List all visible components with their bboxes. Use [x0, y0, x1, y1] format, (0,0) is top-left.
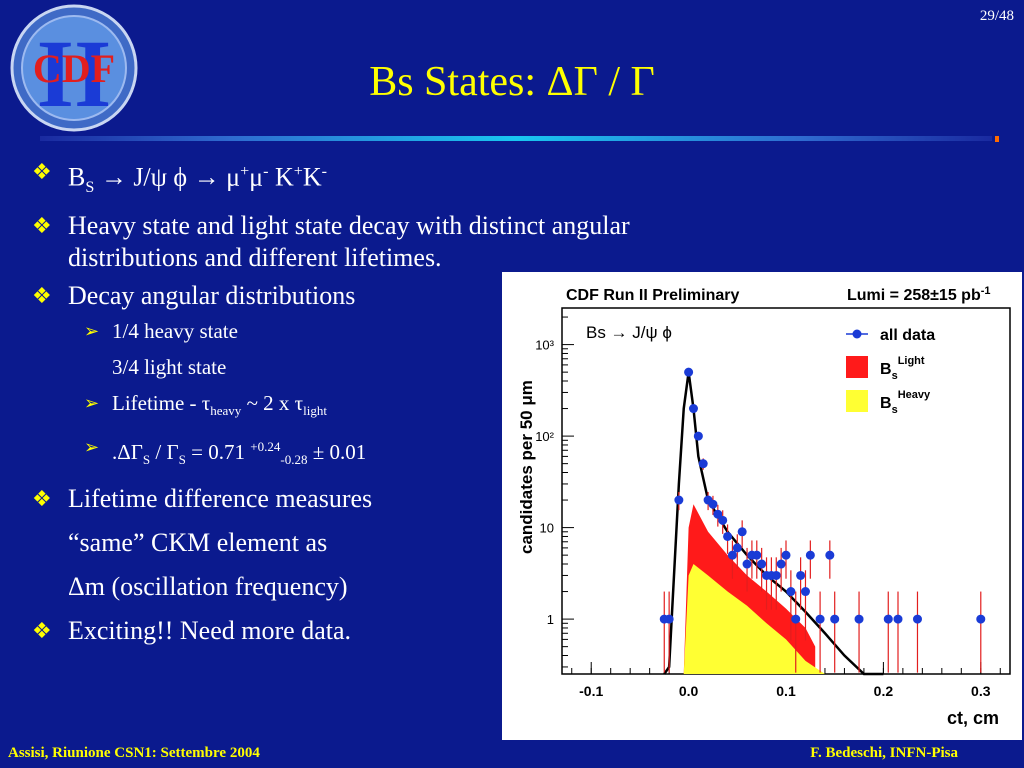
data-point: [781, 550, 791, 560]
x-tick-label: 0.3: [971, 683, 991, 699]
data-point: [698, 459, 708, 469]
y-tick-label: 10³: [535, 338, 554, 353]
data-point: [791, 614, 801, 624]
footer-event: Assisi, Riunione CSN1: Settembre 2004: [8, 745, 260, 761]
title-rule: [40, 136, 992, 141]
bullet-angular: ❖ Decay angular distributions: [32, 280, 356, 310]
data-point: [757, 559, 767, 569]
data-point: [688, 404, 698, 414]
data-point: [713, 509, 723, 519]
bullet-exciting: ❖ Exciting!! Need more data.: [32, 616, 351, 646]
data-point: [771, 570, 781, 580]
data-point: [708, 499, 718, 509]
x-axis-label: ct, cm: [947, 708, 999, 728]
data-point: [664, 614, 674, 624]
bullet-lifetime-diff: ❖ Lifetime difference measures: [32, 484, 373, 514]
data-point: [805, 550, 815, 560]
data-points: [659, 367, 986, 673]
x-tick-label: -0.1: [579, 683, 603, 699]
sub-bullet-result: ➢ .ΔΓS / ΓS = 0.71 +0.24-0.28 ± 0.01: [32, 434, 832, 473]
data-point: [742, 559, 752, 569]
data-point: [684, 367, 694, 377]
data-point: [674, 495, 684, 505]
data-point: [752, 550, 762, 560]
lumi-label: Lumi = 258±15 pb-1: [847, 285, 991, 304]
bullet-lifetime-diff-cont2: Δm (oscillation frequency): [68, 572, 348, 602]
data-point: [883, 614, 893, 624]
y-axis-label: candidates per 50 μm: [517, 380, 536, 554]
legend-heavy: BsHeavy: [880, 389, 931, 416]
logo-text: CDF: [33, 46, 115, 91]
diamond-bullet-icon: ❖: [32, 159, 52, 184]
data-point: [727, 550, 737, 560]
data-point: [893, 614, 903, 624]
diamond-bullet-icon: ❖: [32, 618, 52, 644]
sub-bullet-lifetime: ➢ Lifetime - τheavy ~ 2 x τlight: [84, 390, 327, 419]
bullet-lifetime-diff-cont: “same” CKM element as: [68, 528, 328, 558]
arrow-bullet-icon: ➢: [84, 320, 100, 341]
bullet-heavy-light: ❖ Heavy state and light state decay with…: [32, 210, 630, 272]
lifetime-plot: CDF Run II Preliminary Lumi = 258±15 pb-…: [502, 272, 1022, 740]
y-tick-label: 10: [540, 521, 554, 536]
data-point: [737, 527, 747, 537]
data-point: [976, 614, 986, 624]
diamond-bullet-icon: ❖: [32, 282, 52, 308]
legend: all data BsLight BsHeavy: [846, 327, 935, 416]
data-point: [693, 431, 703, 441]
arrow-bullet-icon: ➢: [84, 437, 100, 458]
data-point: [815, 614, 825, 624]
legend-all-data: all data: [880, 327, 935, 344]
x-tick-label: 0.2: [874, 683, 894, 699]
legend-light: BsLight: [880, 355, 925, 382]
slide-title: Bs States: ΔΓ / Γ: [369, 59, 655, 105]
rule-accent: [995, 136, 999, 142]
data-point: [723, 531, 733, 541]
legend-marker-dot: [852, 329, 862, 339]
legend-heavy-swatch: [846, 390, 868, 412]
bullet-decay-chain: ❖ BS → J/ψ ϕ → μ+μ- K+K-: [32, 156, 832, 204]
legend-light-swatch: [846, 356, 868, 378]
x-tick-label: 0.0: [679, 683, 699, 699]
data-point: [776, 559, 786, 569]
sub-bullet-fractions: ➢ 1/4 heavy state 3/4 light state: [84, 318, 238, 379]
logo-numeral: II: [37, 20, 112, 127]
x-tick-label: 0.1: [776, 683, 796, 699]
heavy-component-area: [683, 564, 845, 674]
page-number: 29/48: [979, 8, 1014, 24]
chart-title: CDF Run II Preliminary: [566, 287, 739, 304]
cdf-logo: II CDF: [10, 4, 138, 132]
data-point: [912, 614, 922, 624]
data-point: [718, 515, 728, 525]
diamond-bullet-icon: ❖: [32, 212, 52, 238]
data-point: [830, 614, 840, 624]
diamond-bullet-icon: ❖: [32, 486, 52, 512]
footer-author: F. Bedeschi, INFN-Pisa: [810, 745, 958, 761]
bullet-list: ❖ BS → J/ψ ϕ → μ+μ- K+K- ❖ Heavy state a…: [32, 156, 832, 653]
data-point: [796, 570, 806, 580]
component-fills: [683, 504, 845, 674]
data-point: [800, 587, 810, 597]
arrow-bullet-icon: ➢: [84, 392, 100, 413]
chart-svg: CDF Run II Preliminary Lumi = 258±15 pb-…: [517, 285, 1011, 728]
y-tick-label: 1: [547, 612, 554, 627]
data-point: [732, 543, 742, 553]
decay-label: Bs → J/ψ ϕ: [586, 323, 672, 342]
data-point: [854, 614, 864, 624]
y-tick-label: 10²: [535, 429, 554, 444]
data-point: [825, 550, 835, 560]
data-point: [786, 587, 796, 597]
